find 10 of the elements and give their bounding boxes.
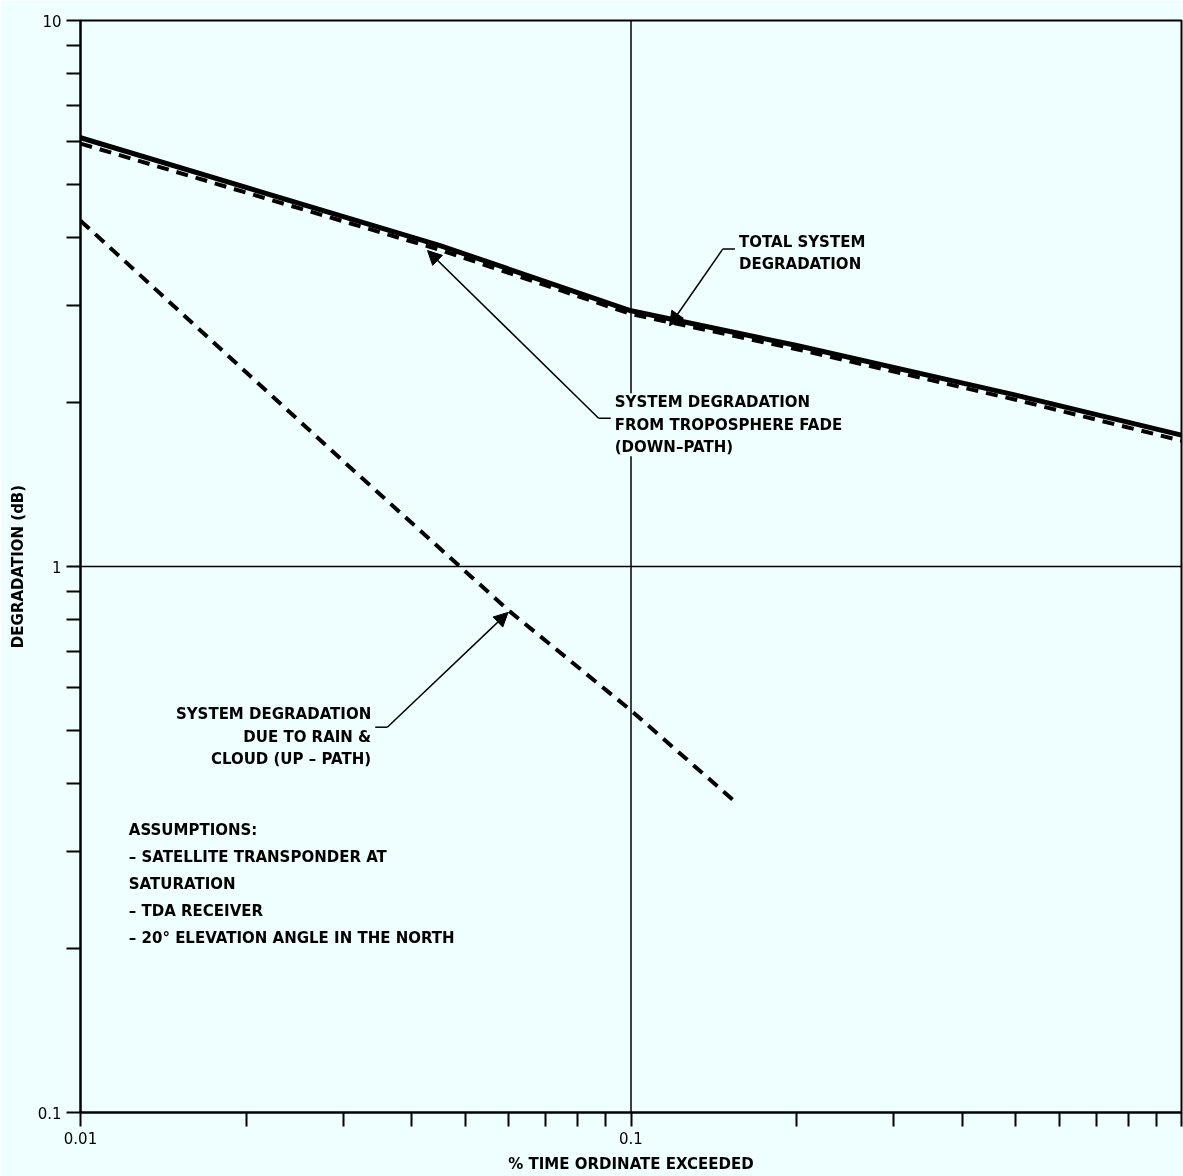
x-tick-label: 0.01 (63, 1129, 98, 1148)
annotation: TOTAL SYSTEM DEGRADATION (739, 232, 866, 274)
y-axis-title: DEGRADATION (dB) (8, 484, 27, 649)
y-tick-label: 0.1 (37, 1104, 62, 1123)
annotation: ASSUMPTIONS: – SATELLITE TRANSPONDER AT SATURATION – TDA RECEIVER – 20° ELEVATION ANGLE IN THE NORTH (128, 821, 455, 948)
y-tick-label: 1 (51, 558, 62, 577)
annotation: SYSTEM DEGRADATION DUE TO RAIN & CLOUD (UP – PATH) (175, 705, 372, 769)
y-tick-label: 10 (42, 12, 62, 31)
annotation: SYSTEM DEGRADATION FROM TROPOSPHERE FADE (DOWN–PATH) (614, 393, 843, 457)
x-axis-title: % TIME ORDINATE EXCEEDED (508, 1154, 754, 1173)
